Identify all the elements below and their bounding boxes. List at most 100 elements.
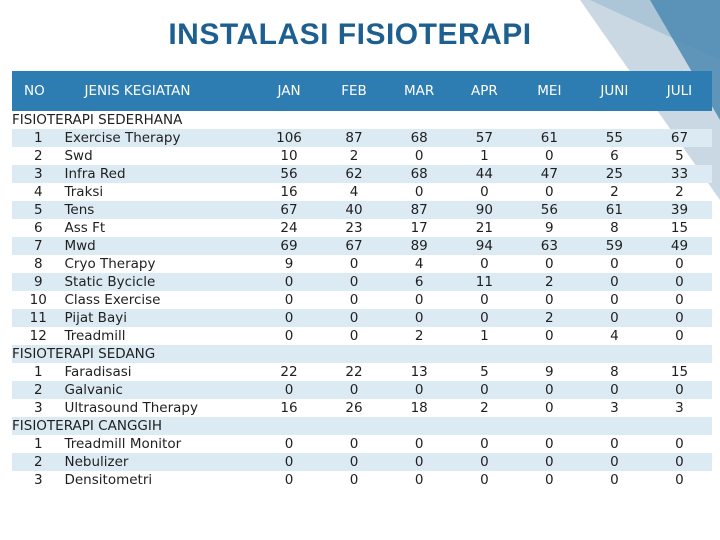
month-value: 0 (349, 436, 359, 452)
month-value: 0 (545, 292, 554, 308)
header-no: NO (12, 71, 65, 111)
header-name: JENIS KEGIATAN (64, 71, 257, 111)
row-number: 12 (29, 328, 47, 344)
activity-table: NO JENIS KEGIATAN JAN FEB MAR APR MEI JU… (12, 71, 712, 489)
activity-name: Faradisasi (64, 364, 132, 380)
month-value: 23 (345, 220, 363, 236)
row-number: 1 (33, 436, 43, 452)
activity-name: Tens (64, 201, 257, 219)
month-value: 87 (386, 201, 452, 219)
month-value: 59 (581, 237, 647, 255)
month-value: 10 (280, 148, 298, 164)
month-value: 0 (256, 309, 322, 327)
month-value: 0 (451, 381, 517, 399)
month-value: 0 (480, 256, 489, 272)
month-value: 0 (256, 381, 322, 399)
row-number: 4 (33, 184, 43, 200)
activity-name: Ultrasound Therapy (64, 400, 198, 416)
row-number: 1 (33, 364, 43, 380)
month-value: 57 (451, 129, 517, 147)
month-value: 0 (545, 400, 554, 416)
row-number: 9 (12, 273, 65, 291)
page-title: INSTALASI FISIOTERAPI (168, 18, 532, 51)
month-value: 0 (480, 292, 489, 308)
row-number: 3 (33, 472, 43, 488)
month-value: 2 (610, 184, 619, 200)
month-value: 0 (516, 453, 582, 471)
month-value: 0 (321, 381, 387, 399)
month-value: 0 (386, 453, 452, 471)
month-value: 56 (256, 165, 322, 183)
month-value: 33 (646, 165, 712, 183)
activity-name: Treadmill (64, 328, 126, 344)
month-value: 0 (480, 472, 489, 488)
activity-name: Class Exercise (64, 292, 161, 308)
activity-name: Treadmill Monitor (64, 436, 182, 452)
month-value: 16 (280, 400, 298, 416)
month-value: 0 (349, 472, 359, 488)
table-row: 7 Mwd 69 67 89 94 63 59 49 (12, 237, 712, 255)
month-value: 0 (610, 292, 619, 308)
month-value: 0 (545, 148, 554, 164)
month-value: 44 (451, 165, 517, 183)
month-value: 0 (646, 453, 712, 471)
month-value: 15 (670, 220, 689, 236)
row-number: 8 (33, 256, 43, 272)
row-number: 7 (12, 237, 65, 255)
month-value: 40 (321, 201, 387, 219)
month-value: 94 (451, 237, 517, 255)
month-value: 2 (480, 400, 489, 416)
month-value: 61 (581, 201, 647, 219)
table-row: 12 Treadmill 0 0 2 1 0 4 0 (12, 327, 712, 345)
month-value: 0 (256, 273, 322, 291)
month-value: 0 (675, 328, 684, 344)
table-row: 5 Tens 67 40 87 90 56 61 39 (12, 201, 712, 219)
activity-name: Densitometri (64, 472, 153, 488)
row-number: 10 (29, 292, 47, 308)
month-value: 0 (545, 436, 554, 452)
activity-name: Nebulizer (64, 453, 257, 471)
month-value: 62 (321, 165, 387, 183)
table-row: 2 Nebulizer 0 0 0 0 0 0 0 (12, 453, 712, 471)
month-value: 0 (480, 436, 489, 452)
month-value: 0 (675, 472, 684, 488)
section-title: FISIOTERAPI SEDANG (12, 345, 712, 363)
month-value: 0 (610, 472, 619, 488)
month-value: 0 (610, 436, 619, 452)
month-value: 0 (545, 184, 554, 200)
month-value: 22 (345, 364, 363, 380)
month-value: 6 (386, 273, 452, 291)
month-value: 0 (284, 436, 294, 452)
month-value: 0 (646, 273, 712, 291)
section-title: FISIOTERAPI CANGGIH (12, 417, 712, 435)
activity-name: Galvanic (64, 381, 257, 399)
month-value: 0 (321, 309, 387, 327)
month-value: 9 (284, 256, 294, 272)
month-value: 63 (516, 237, 582, 255)
month-value: 6 (610, 148, 619, 164)
month-value: 0 (451, 309, 517, 327)
month-value: 0 (414, 292, 424, 308)
table-row: 2 Galvanic 0 0 0 0 0 0 0 (12, 381, 712, 399)
month-value: 8 (610, 220, 619, 236)
month-value: 0 (451, 453, 517, 471)
month-value: 39 (646, 201, 712, 219)
row-number: 3 (12, 165, 65, 183)
month-value: 0 (581, 273, 647, 291)
table-row: 3 Ultrasound Therapy 16 26 18 2 0 3 3 (12, 399, 712, 417)
month-value: 2 (516, 309, 582, 327)
table-row: 3 Densitometri 0 0 0 0 0 0 0 (12, 471, 712, 489)
month-value: 87 (321, 129, 387, 147)
table-row: 10 Class Exercise 0 0 0 0 0 0 0 (12, 291, 712, 309)
table-row: 3 Infra Red 56 62 68 44 47 25 33 (12, 165, 712, 183)
month-value: 0 (675, 292, 684, 308)
activity-name: Pijat Bayi (64, 309, 257, 327)
month-value: 0 (414, 148, 424, 164)
month-value: 21 (475, 220, 493, 236)
month-value: 67 (646, 129, 712, 147)
section-row: FISIOTERAPI CANGGIH (12, 417, 712, 435)
header-month: JUNI (581, 71, 647, 111)
month-value: 0 (646, 309, 712, 327)
row-number: 11 (12, 309, 65, 327)
row-number: 3 (33, 400, 43, 416)
